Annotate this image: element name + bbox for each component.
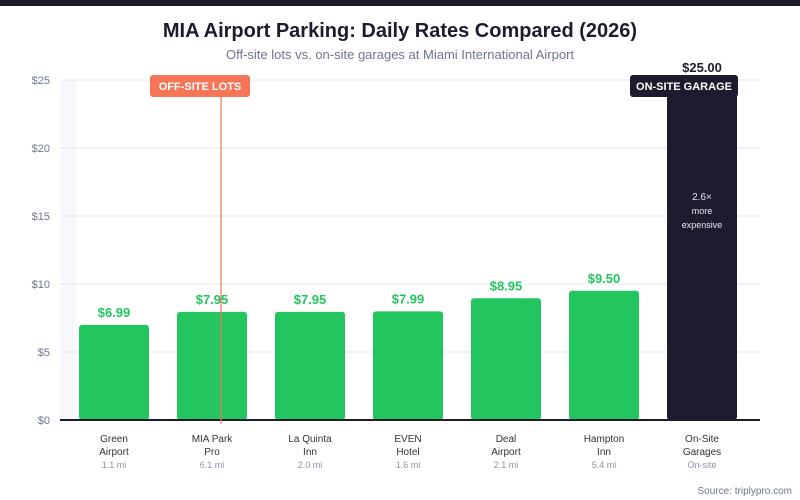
distance-label: 2.0 mi bbox=[298, 460, 323, 470]
category-label: On-Site bbox=[685, 434, 719, 445]
bar bbox=[667, 80, 737, 420]
bar bbox=[79, 324, 149, 420]
chart-subtitle: Off-site lots vs. on-site garages at Mia… bbox=[225, 47, 575, 62]
category-label: Hampton bbox=[584, 434, 625, 445]
distance-label: 1.1 mi bbox=[102, 460, 127, 470]
y-tick-label: $20 bbox=[32, 143, 50, 155]
y-tick-label: $15 bbox=[32, 211, 50, 223]
category-label: MIA Park bbox=[192, 434, 234, 445]
category-label: Green bbox=[100, 434, 128, 445]
offsite-badge bbox=[150, 75, 250, 97]
category-label: Garages bbox=[683, 447, 721, 458]
bar bbox=[471, 298, 541, 420]
value-label: $6.99 bbox=[98, 305, 131, 320]
onsite-note: expensive bbox=[682, 220, 723, 230]
distance-label: 2.1 mi bbox=[494, 460, 519, 470]
y-tick-label: $5 bbox=[38, 347, 50, 359]
y-tick-label: $0 bbox=[38, 415, 50, 427]
category-label: Hotel bbox=[396, 447, 419, 458]
onsite-badge bbox=[630, 75, 738, 97]
bar bbox=[373, 311, 443, 420]
value-label: $7.95 bbox=[294, 292, 327, 307]
category-label: EVEN bbox=[394, 434, 421, 445]
shaded-band bbox=[60, 80, 76, 420]
onsite-note: more bbox=[692, 206, 713, 216]
bar bbox=[275, 311, 345, 420]
y-tick-label: $10 bbox=[32, 279, 50, 291]
offsite-badge-label: OFF-SITE LOTS bbox=[159, 81, 242, 93]
onsite-note: 2.6× bbox=[692, 192, 712, 203]
category-label: Pro bbox=[204, 447, 220, 458]
value-label: $9.50 bbox=[588, 271, 621, 286]
chart-title: MIA Airport Parking: Daily Rates Compare… bbox=[162, 20, 638, 42]
value-label: $7.99 bbox=[392, 291, 425, 306]
y-tick-label: $25 bbox=[32, 75, 50, 87]
category-label: Inn bbox=[303, 447, 317, 458]
value-label: $25.00 bbox=[682, 60, 722, 75]
category-label: Airport bbox=[491, 447, 521, 458]
category-label: Inn bbox=[597, 447, 611, 458]
distance-label: On-site bbox=[687, 460, 716, 470]
bar bbox=[569, 290, 639, 420]
category-label: Airport bbox=[99, 447, 129, 458]
top-bar bbox=[0, 0, 800, 6]
distance-label: 5.4 mi bbox=[592, 460, 617, 470]
source-note: Source: triplypro.com bbox=[697, 486, 792, 497]
onsite-badge-label: ON-SITE GARAGE bbox=[636, 81, 732, 93]
category-label: La Quinta bbox=[288, 434, 332, 445]
distance-label: 6.1 mi bbox=[200, 460, 225, 470]
category-label: Deal bbox=[496, 434, 517, 445]
value-label: $8.95 bbox=[490, 278, 523, 293]
bar bbox=[177, 311, 247, 420]
value-label: $7.95 bbox=[196, 292, 229, 307]
distance-label: 1.6 mi bbox=[396, 460, 421, 470]
